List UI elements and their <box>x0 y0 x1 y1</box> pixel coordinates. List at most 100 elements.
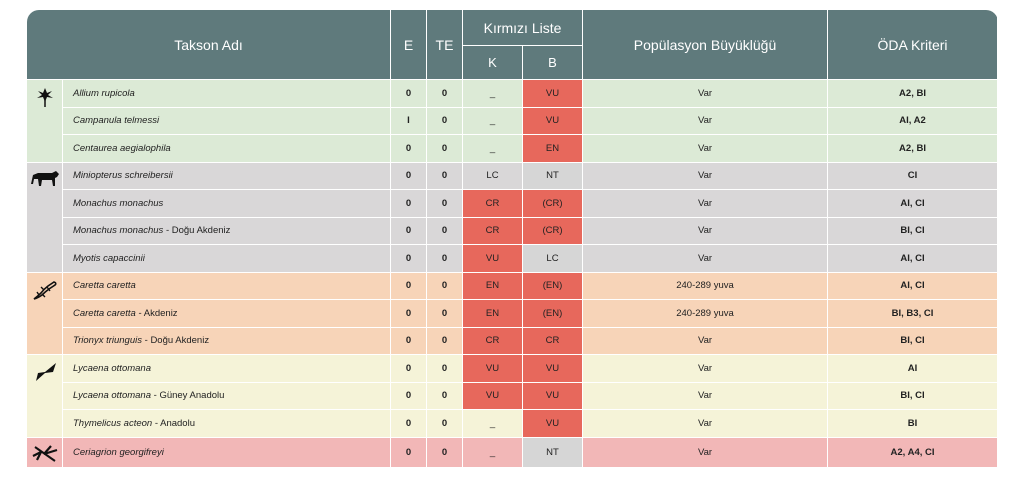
taxon-name: Lycaena ottomana <box>73 362 151 374</box>
taxon-name-cell: Caretta caretta - Akdeniz <box>62 299 391 328</box>
header-populasyon: Popülasyon Büyüklüğü <box>582 9 829 80</box>
population-cell: Var <box>582 216 829 245</box>
header-te: TE <box>426 9 463 80</box>
te-cell: 0 <box>426 244 463 273</box>
redlist-b-cell: CR <box>521 326 584 355</box>
oda-criteria-cell: BI, B3, CI <box>827 299 999 328</box>
taxon-name: Allium rupicola <box>73 87 135 99</box>
endemic-cell: 0 <box>390 381 427 410</box>
taxon-name-cell: Monachus monachus <box>62 189 391 218</box>
redlist-b-cell: EN <box>521 134 584 163</box>
oda-criteria-cell: A2, BI <box>827 134 999 163</box>
redlist-k-cell: CR <box>462 216 523 245</box>
taxon-name: Lycaena ottomana <box>73 390 151 402</box>
group-icon-cell <box>26 271 63 355</box>
population-cell: Var <box>582 354 829 383</box>
redlist-k-cell: _ <box>462 436 523 468</box>
population-cell: 240-289 yuva <box>582 271 829 300</box>
te-cell: 0 <box>426 326 463 355</box>
te-cell: 0 <box>426 161 463 190</box>
oda-criteria-cell: BI, CI <box>827 326 999 355</box>
redlist-b-cell: (CR) <box>521 216 584 245</box>
endemic-cell: 0 <box>390 409 427 438</box>
redlist-b-cell: VU <box>521 79 584 108</box>
table-row: Caretta caretta - Akdeniz 0 0 EN (EN) 240-289… <box>27 299 999 328</box>
population-cell: Var <box>582 436 829 468</box>
redlist-k-cell: _ <box>462 409 523 438</box>
redlist-b-cell: VU <box>521 106 584 135</box>
te-cell: 0 <box>426 106 463 135</box>
taxon-name-cell: Lycaena ottomana <box>62 354 391 383</box>
te-cell: 0 <box>426 189 463 218</box>
population-cell: Var <box>582 79 829 108</box>
te-cell: 0 <box>426 409 463 438</box>
taxon-name: Myotis capaccinii <box>73 252 145 264</box>
redlist-k-cell: VU <box>462 381 523 410</box>
oda-criteria-cell: BI, CI <box>827 381 999 410</box>
table-row: Centaurea aegialophila 0 0 _ EN Var A2, BI <box>27 134 999 163</box>
te-cell: 0 <box>426 299 463 328</box>
taxon-name-cell: Miniopterus schreibersii <box>62 161 391 190</box>
table-row: Lycaena ottomana - Güney Anadolu 0 0 VU VU Va… <box>27 381 999 410</box>
redlist-b-cell: (CR) <box>521 189 584 218</box>
table-row: Monachus monachus 0 0 CR (CR) Var AI, CI <box>27 189 999 218</box>
population-cell: Var <box>582 189 829 218</box>
taxon-name-cell: Trionyx triunguis - Doğu Akdeniz <box>62 326 391 355</box>
taxon-name-cell: Campanula telmessi <box>62 106 391 135</box>
taxon-region: - Güney Anadolu <box>151 390 225 402</box>
redlist-b-cell: VU <box>521 381 584 410</box>
redlist-b-cell: VU <box>521 409 584 438</box>
endemic-cell: 0 <box>390 161 427 190</box>
taxon-region: - Akdeniz <box>135 307 178 319</box>
redlist-k-cell: VU <box>462 354 523 383</box>
group-icon-cell <box>26 79 63 163</box>
table-row: Allium rupicola 0 0 _ VU Var A2, BI <box>26 79 999 163</box>
population-cell: Var <box>582 381 829 410</box>
redlist-b-cell: (EN) <box>521 271 584 300</box>
oda-criteria-cell: AI, A2 <box>827 106 999 135</box>
population-cell: Var <box>582 326 829 355</box>
te-cell: 0 <box>426 436 463 468</box>
oda-criteria-cell: AI <box>827 354 999 383</box>
endemic-cell: 0 <box>390 354 427 383</box>
redlist-b-cell: LC <box>521 244 584 273</box>
table-row: Miniopterus schreibersii 0 0 LC NT Var CI <box>26 161 999 273</box>
flower-icon <box>35 88 55 111</box>
lizard-icon <box>32 280 58 304</box>
endemic-cell: 0 <box>390 299 427 328</box>
te-cell: 0 <box>426 354 463 383</box>
table-row: Thymelicus acteon - Anadolu 0 0 _ VU Var BI <box>27 409 999 438</box>
redlist-k-cell: EN <box>462 271 523 300</box>
table-row: Myotis capaccinii 0 0 VU LC Var AI, CI <box>27 244 999 273</box>
population-cell: Var <box>582 134 829 163</box>
redlist-k-cell: _ <box>462 79 523 108</box>
taxon-name: Trionyx triunguis <box>73 335 142 347</box>
taxon-name: Campanula telmessi <box>73 115 160 127</box>
redlist-b-cell: NT <box>521 436 584 468</box>
butterfly-icon <box>32 363 58 386</box>
oda-criteria-cell: CI <box>827 161 999 190</box>
species-table: Takson Adı E TE Kırmızı Liste Popülasyon… <box>26 9 999 468</box>
table-row: Lycaena ottomana 0 0 VU VU Var AI <box>26 354 999 438</box>
population-cell: Var <box>582 161 829 190</box>
taxon-name-cell: Thymelicus acteon - Anadolu <box>62 409 391 438</box>
taxon-region: - Doğu Akdeniz <box>163 225 231 237</box>
te-cell: 0 <box>426 216 463 245</box>
population-cell: Var <box>582 244 829 273</box>
header-b: B <box>521 45 584 80</box>
redlist-k-cell: _ <box>462 134 523 163</box>
oda-criteria-cell: AI, CI <box>827 244 999 273</box>
te-cell: 0 <box>426 79 463 108</box>
taxon-name-cell: Caretta caretta <box>62 271 391 300</box>
taxon-region: - Doğu Akdeniz <box>142 335 210 347</box>
dragonfly-icon <box>31 444 59 467</box>
header-kirmizi-liste: Kırmızı Liste <box>461 9 584 46</box>
table-row: Ceriagrion georgifreyi 0 0 _ NT Var A2, A4, CI <box>26 436 999 468</box>
taxon-name-cell: Ceriagrion georgifreyi <box>62 436 391 468</box>
header-k: K <box>462 45 523 80</box>
endemic-cell: I <box>390 106 427 135</box>
group-icon-cell <box>26 354 63 438</box>
endemic-cell: 0 <box>390 189 427 218</box>
header-e: E <box>390 9 427 80</box>
taxon-name: Caretta caretta <box>73 280 136 292</box>
